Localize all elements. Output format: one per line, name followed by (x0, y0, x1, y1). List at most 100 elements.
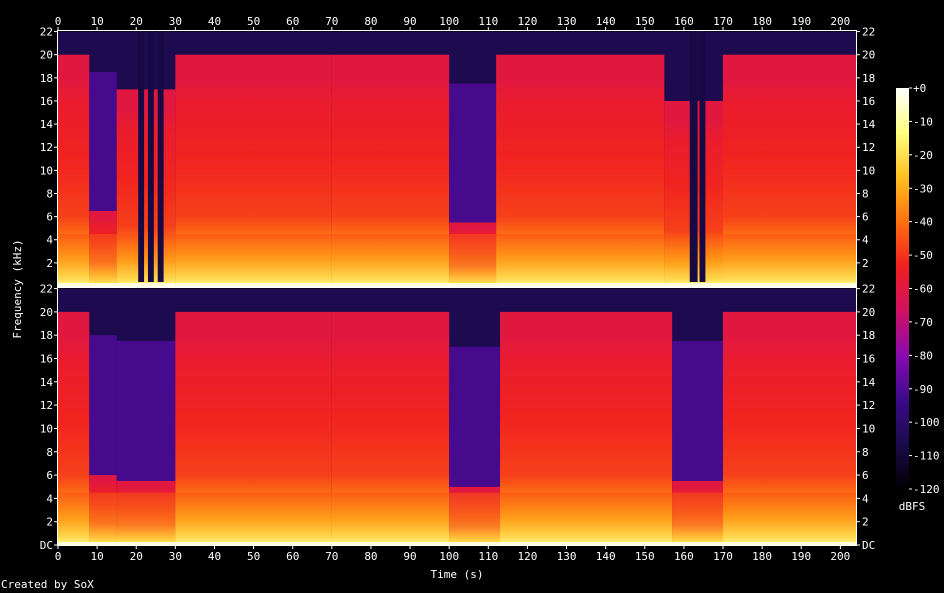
x-tick-label-top: 110 (478, 15, 498, 28)
x-tick-label-top: 150 (635, 15, 655, 28)
y-tick-label-left: 2 (46, 516, 53, 529)
x-tick-label-bottom: 10 (90, 550, 103, 563)
x-tick-label-bottom: 200 (830, 550, 850, 563)
y-tick-label-right: 6 (862, 469, 869, 482)
x-tick-label-bottom: 170 (713, 550, 733, 563)
y-tick-label-right: 8 (862, 187, 869, 200)
y-tick-label-right: 16 (862, 95, 875, 108)
x-axis-label: Time (s) (431, 568, 484, 581)
y-tick-label-right: 10 (862, 164, 875, 177)
quiet-segment (699, 31, 706, 282)
x-tick-label-top: 90 (403, 15, 416, 28)
y-tick-label-right: 22 (862, 283, 875, 296)
quiet-segment (689, 31, 698, 282)
y-tick-label-left: 4 (46, 234, 53, 247)
x-tick-label-top: 60 (286, 15, 299, 28)
y-tick-label-left: 2 (46, 257, 53, 270)
y-tick-label-left: 16 (40, 95, 53, 108)
colorbar-tick-label: -30 (913, 182, 933, 195)
y-tick-label-right: 6 (862, 211, 869, 224)
x-tick-label-bottom: 180 (752, 550, 772, 563)
x-tick-label-bottom: 20 (130, 550, 143, 563)
y-tick-label-right: 18 (862, 72, 875, 85)
y-tick-label-left: 6 (46, 211, 53, 224)
spectrogram-top-channel (58, 31, 856, 286)
x-tick-label-top: 190 (791, 15, 811, 28)
y-tick-label-right: 4 (862, 234, 869, 247)
y-tick-label-right: 12 (862, 399, 875, 412)
colorbar-tick-label: -10 (913, 115, 933, 128)
colorbar-tick-label: -120 (913, 483, 940, 496)
x-tick-label-top: 180 (752, 15, 772, 28)
x-tick-label-bottom: 40 (208, 550, 221, 563)
y-tick-label-right: 8 (862, 446, 869, 459)
y-tick-label-right: 10 (862, 422, 875, 435)
colorbar-tick-label: -50 (913, 249, 933, 262)
y-tick-label-right: 12 (862, 141, 875, 154)
colorbar-tick-label: -40 (913, 216, 933, 229)
colorbar: +0 -10 -20 -30 -40 -50 -60 -70 -80 -90 -100 -110 -12… (896, 82, 940, 496)
credit-text: Created by SoX (1, 578, 94, 591)
x-tick-label-bottom: 130 (557, 550, 577, 563)
colorbar-tick-label: -20 (913, 149, 933, 162)
y-tick-label-right: 18 (862, 329, 875, 342)
colorbar-tick-label: -80 (913, 349, 933, 362)
x-tick-label-top: 40 (208, 15, 221, 28)
x-tick-label-bottom: 80 (364, 550, 377, 563)
x-tick-label-top: 0 (55, 15, 62, 28)
colorbar-tick-label: -110 (913, 450, 940, 463)
y-tick-label-right: 20 (862, 306, 875, 319)
y-tick-label-right: 4 (862, 492, 869, 505)
axis-ticks: 0 0 10 10 20 20 30 30 40 40 50 50 60 60 70 70 80 80 90 90 10… (40, 15, 876, 563)
colorbar-tick-label: -60 (913, 283, 933, 296)
x-tick-label-top: 170 (713, 15, 733, 28)
y-tick-label-right: 16 (862, 353, 875, 366)
x-tick-label-top: 120 (517, 15, 537, 28)
x-tick-label-bottom: 140 (596, 550, 616, 563)
x-tick-label-bottom: 0 (55, 550, 62, 563)
x-tick-label-top: 10 (90, 15, 103, 28)
y-tick-label-right: 22 (862, 26, 875, 39)
colorbar-tick-label: -90 (913, 383, 933, 396)
y-tick-label-left: 22 (40, 26, 53, 39)
y-tick-label-left: 4 (46, 492, 53, 505)
x-tick-label-bottom: 160 (674, 550, 694, 563)
x-tick-label-top: 30 (169, 15, 182, 28)
x-tick-label-bottom: 50 (247, 550, 260, 563)
x-tick-label-top: 20 (130, 15, 143, 28)
plot-frames (57, 30, 857, 546)
x-tick-label-bottom: 150 (635, 550, 655, 563)
y-axis-label: Frequency (kHz) (11, 239, 24, 338)
x-tick-label-bottom: 60 (286, 550, 299, 563)
colorbar-gradient (896, 88, 909, 489)
y-tick-label-left: 16 (40, 353, 53, 366)
x-tick-label-bottom: 70 (325, 550, 338, 563)
quiet-segment (138, 31, 145, 282)
quiet-segment (147, 31, 154, 282)
x-tick-label-top: 70 (325, 15, 338, 28)
colorbar-tick-label: +0 (913, 82, 926, 95)
y-tick-label-right: 2 (862, 516, 869, 529)
y-tick-label-left: 18 (40, 72, 53, 85)
x-tick-label-bottom: 30 (169, 550, 182, 563)
y-tick-label-right: 14 (862, 118, 876, 131)
x-tick-label-top: 50 (247, 15, 260, 28)
colorbar-tick-label: -100 (913, 416, 940, 429)
x-tick-label-top: 130 (557, 15, 577, 28)
y-tick-label-left: 14 (40, 376, 54, 389)
y-tick-label-left: 22 (40, 283, 53, 296)
x-tick-label-top: 200 (830, 15, 850, 28)
x-tick-label-top: 140 (596, 15, 616, 28)
spectrogram-bottom-channel (58, 288, 856, 545)
x-tick-label-bottom: 120 (517, 550, 537, 563)
y-tick-label-left: DC (40, 539, 53, 552)
y-tick-label-left: 12 (40, 141, 53, 154)
colorbar-unit-label: dBFS (899, 500, 926, 513)
y-tick-label-left: 8 (46, 187, 53, 200)
colorbar-tick-label: -70 (913, 316, 933, 329)
x-tick-label-bottom: 110 (478, 550, 498, 563)
x-tick-label-top: 100 (439, 15, 459, 28)
y-tick-label-left: 10 (40, 422, 53, 435)
y-tick-label-left: 18 (40, 329, 53, 342)
